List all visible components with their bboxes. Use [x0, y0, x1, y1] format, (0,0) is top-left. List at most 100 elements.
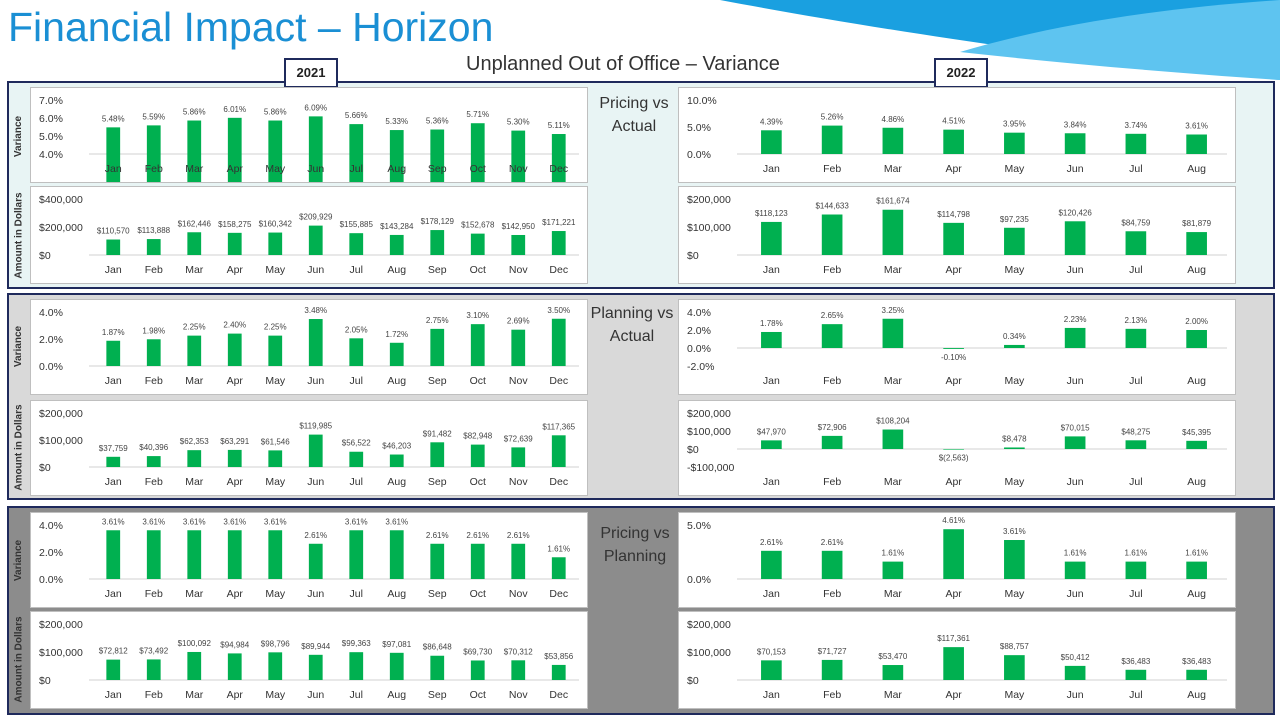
- bar: [187, 530, 202, 579]
- bar: [349, 338, 364, 366]
- y-tick-label: -2.0%: [687, 361, 714, 373]
- x-tick-label: Feb: [145, 588, 163, 600]
- bar: [551, 231, 566, 255]
- chart-pricing-planning-2022-variance: 0.0% 5.0% 2.61% Jan 2.61% Feb 1.61% Mar 4.61% Apr…: [678, 512, 1236, 608]
- x-tick-label: Jan: [105, 588, 122, 600]
- x-tick-label: Feb: [145, 375, 163, 387]
- data-label: $72,639: [504, 434, 533, 443]
- x-tick-label: Jul: [1129, 163, 1142, 175]
- chart-svg: $0 $100,000 $200,000 $70,153 Jan $71,727 Feb $5…: [687, 619, 1227, 701]
- x-tick-label: Aug: [387, 476, 406, 488]
- bar: [308, 225, 323, 255]
- bar: [349, 652, 364, 680]
- x-tick-label: Sep: [428, 375, 447, 387]
- data-label: $63,291: [220, 437, 249, 446]
- bar: [187, 335, 202, 366]
- y-tick-label: $100,000: [687, 426, 731, 438]
- data-label: $53,856: [544, 652, 573, 661]
- x-tick-label: Jun: [1067, 163, 1084, 175]
- bar: [821, 659, 843, 680]
- data-label: $62,353: [180, 437, 209, 446]
- x-tick-label: Dec: [549, 375, 568, 387]
- data-label: $144,633: [815, 202, 849, 211]
- data-label: 3.61%: [264, 517, 287, 526]
- x-tick-label: Jun: [1067, 689, 1084, 701]
- data-label: $81,879: [1182, 219, 1211, 228]
- x-tick-label: Mar: [884, 375, 903, 387]
- x-tick-label: May: [1004, 375, 1025, 387]
- bar: [106, 659, 121, 680]
- bar: [268, 335, 283, 366]
- x-tick-label: Apr: [945, 163, 962, 175]
- y-tick-label: $200,000: [687, 194, 731, 206]
- x-tick-label: Aug: [387, 588, 406, 600]
- x-tick-label: Mar: [185, 163, 204, 175]
- bar: [1125, 133, 1147, 154]
- bar: [1064, 436, 1086, 449]
- data-label: $113,888: [137, 226, 170, 235]
- x-tick-label: Mar: [185, 264, 204, 276]
- bar: [1125, 669, 1147, 680]
- data-label: 2.61%: [507, 531, 530, 540]
- x-tick-label: Oct: [470, 264, 486, 276]
- x-tick-label: Nov: [509, 689, 528, 701]
- x-tick-label: Nov: [509, 476, 528, 488]
- bar: [106, 127, 121, 182]
- bar: [943, 647, 964, 680]
- bar: [430, 328, 445, 366]
- data-label: $46,203: [382, 442, 411, 451]
- data-label: 1.72%: [385, 330, 408, 339]
- data-label: 1.87%: [102, 328, 125, 337]
- data-label: 3.48%: [304, 306, 327, 315]
- data-label: 6.01%: [223, 105, 246, 114]
- bar: [470, 123, 485, 182]
- x-tick-label: May: [265, 264, 286, 276]
- x-tick-label: Jun: [307, 264, 324, 276]
- year-label-2022: 2022: [934, 58, 988, 88]
- data-label: 2.61%: [760, 538, 783, 547]
- x-tick-label: Jul: [350, 264, 363, 276]
- data-label: 3.95%: [1003, 120, 1026, 129]
- x-tick-label: Feb: [145, 689, 163, 701]
- bar: [882, 561, 904, 579]
- bar: [470, 660, 485, 680]
- chart-pricing-actual-2021-variance: 4.0% 5.0% 6.0% 7.0% 5.48% Jan 5.59% Feb 5.86% Mar…: [30, 87, 588, 183]
- section-label-line: Planning vs: [590, 305, 674, 322]
- x-tick-label: Oct: [470, 163, 486, 175]
- data-label: 2.25%: [183, 323, 206, 332]
- bar: [470, 444, 485, 467]
- x-tick-label: Sep: [428, 588, 447, 600]
- bar: [761, 331, 782, 348]
- chart-pricing-planning-2022-amount: $0 $100,000 $200,000 $70,153 Jan $71,727 Feb $5…: [678, 611, 1236, 709]
- bar: [308, 434, 323, 467]
- bar: [227, 530, 242, 579]
- bar: [882, 665, 904, 680]
- y-tick-label: $400,000: [39, 194, 83, 206]
- data-label: $152,678: [461, 221, 495, 230]
- x-tick-label: May: [1004, 163, 1025, 175]
- x-tick-label: Sep: [428, 163, 447, 175]
- x-tick-label: Sep: [428, 264, 447, 276]
- data-label: $143,284: [380, 222, 414, 231]
- x-tick-label: Jul: [350, 588, 363, 600]
- data-label: $94,984: [220, 640, 249, 649]
- data-label: 2.00%: [1185, 317, 1208, 326]
- bar: [821, 125, 843, 154]
- data-label: $69,730: [463, 647, 492, 656]
- x-tick-label: Aug: [1187, 264, 1206, 276]
- data-label: 3.61%: [1003, 527, 1026, 536]
- y-tick-label: $0: [687, 675, 699, 687]
- data-label: 5.86%: [183, 108, 206, 117]
- bar: [761, 660, 782, 680]
- bar: [106, 340, 121, 366]
- x-tick-label: Jan: [105, 163, 122, 175]
- x-tick-label: Mar: [884, 588, 903, 600]
- data-label: $84,759: [1121, 218, 1150, 227]
- x-tick-label: Jul: [1129, 588, 1142, 600]
- chart-svg: 0.0% 5.0% 10.0% 4.39% Jan 5.26% Feb 4.86% Mar 4.5…: [687, 95, 1227, 175]
- page-subtitle: Unplanned Out of Office – Variance: [466, 53, 780, 75]
- bar: [1186, 330, 1207, 348]
- x-tick-label: Oct: [470, 588, 486, 600]
- bar: [761, 550, 782, 579]
- x-tick-label: Nov: [509, 163, 528, 175]
